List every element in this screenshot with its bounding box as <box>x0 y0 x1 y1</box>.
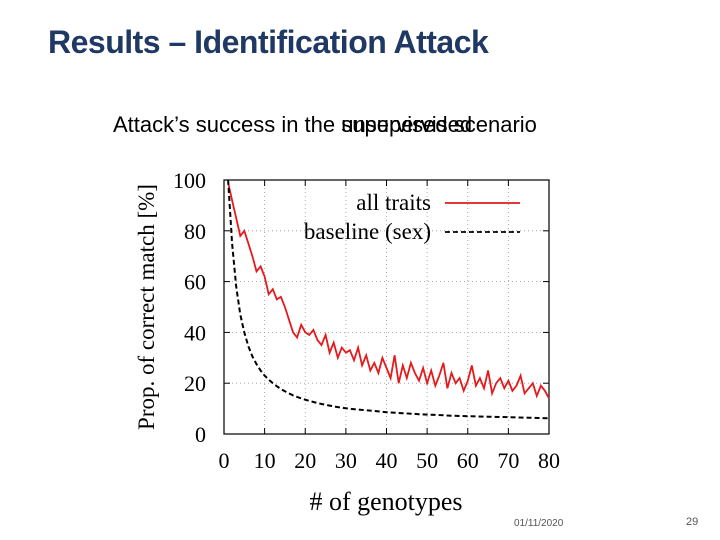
x-tick-label: 20 <box>294 448 316 473</box>
x-tick-label: 0 <box>219 448 230 473</box>
series-line-0 <box>227 182 550 399</box>
series-lines <box>227 179 550 420</box>
x-tick-label: 80 <box>538 448 560 473</box>
slide-subtitle: Attack’s success in the unsupervised supe… <box>113 112 537 138</box>
y-tick-label: 80 <box>184 219 206 244</box>
x-tick-label: 60 <box>457 448 479 473</box>
x-axis-label: # of genotypes <box>309 487 462 516</box>
subtitle-suffix: scenario <box>447 112 537 137</box>
slide-date: 01/11/2020 <box>514 518 564 529</box>
y-tick-label: 0 <box>195 422 206 447</box>
x-tick-label: 50 <box>416 448 438 473</box>
x-tick-label: 10 <box>254 448 276 473</box>
series-line-1 <box>227 179 550 420</box>
legend-label-1: baseline (sex) <box>304 219 431 244</box>
x-tick-label: 40 <box>376 448 398 473</box>
x-tick-label: 30 <box>335 448 357 473</box>
slide-title: Results – Identification Attack <box>48 24 489 60</box>
legend-label-0: all traits <box>356 190 431 215</box>
y-tick-label: 60 <box>184 270 206 295</box>
subtitle-word-b: supervised <box>341 112 448 137</box>
y-axis-label: Prop. of correct match [%] <box>134 184 159 430</box>
y-tick-label: 100 <box>173 168 206 193</box>
page-number: 29 <box>686 516 699 528</box>
x-tick-label: 70 <box>497 448 519 473</box>
y-tick-label: 40 <box>184 320 206 345</box>
subtitle-word-a: unsupervised <box>341 112 473 137</box>
legend: all traits baseline (sex) <box>304 190 520 244</box>
subtitle-overlap: unsupervised supervised <box>341 112 472 138</box>
subtitle-prefix: Attack’s success in the <box>113 112 342 137</box>
y-tick-label: 20 <box>184 371 206 396</box>
axis-ticks: 0 20 40 60 80 100 0 10 20 30 40 50 60 70 80 <box>173 168 560 473</box>
